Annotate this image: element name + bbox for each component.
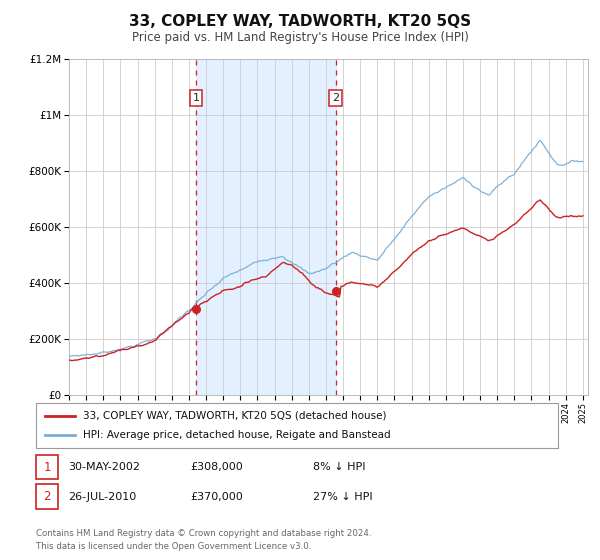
Text: £370,000: £370,000 — [190, 492, 243, 502]
Text: This data is licensed under the Open Government Licence v3.0.: This data is licensed under the Open Gov… — [36, 542, 311, 550]
Text: 33, COPLEY WAY, TADWORTH, KT20 5QS: 33, COPLEY WAY, TADWORTH, KT20 5QS — [129, 14, 471, 29]
Text: 26-JUL-2010: 26-JUL-2010 — [68, 492, 137, 502]
Text: 8% ↓ HPI: 8% ↓ HPI — [313, 462, 365, 472]
Text: 1: 1 — [43, 461, 51, 474]
Text: 2: 2 — [43, 490, 51, 503]
Text: 33, COPLEY WAY, TADWORTH, KT20 5QS (detached house): 33, COPLEY WAY, TADWORTH, KT20 5QS (deta… — [83, 410, 386, 421]
FancyBboxPatch shape — [36, 484, 58, 509]
Text: 2: 2 — [332, 93, 339, 103]
Text: 30-MAY-2002: 30-MAY-2002 — [68, 462, 140, 472]
Bar — [196, 59, 335, 395]
Text: HPI: Average price, detached house, Reigate and Banstead: HPI: Average price, detached house, Reig… — [83, 431, 391, 441]
Text: 27% ↓ HPI: 27% ↓ HPI — [313, 492, 372, 502]
Text: 1: 1 — [193, 93, 199, 103]
FancyBboxPatch shape — [36, 455, 58, 479]
Text: £308,000: £308,000 — [190, 462, 243, 472]
Text: Contains HM Land Registry data © Crown copyright and database right 2024.: Contains HM Land Registry data © Crown c… — [36, 529, 371, 538]
Text: Price paid vs. HM Land Registry's House Price Index (HPI): Price paid vs. HM Land Registry's House … — [131, 31, 469, 44]
FancyBboxPatch shape — [36, 403, 558, 448]
